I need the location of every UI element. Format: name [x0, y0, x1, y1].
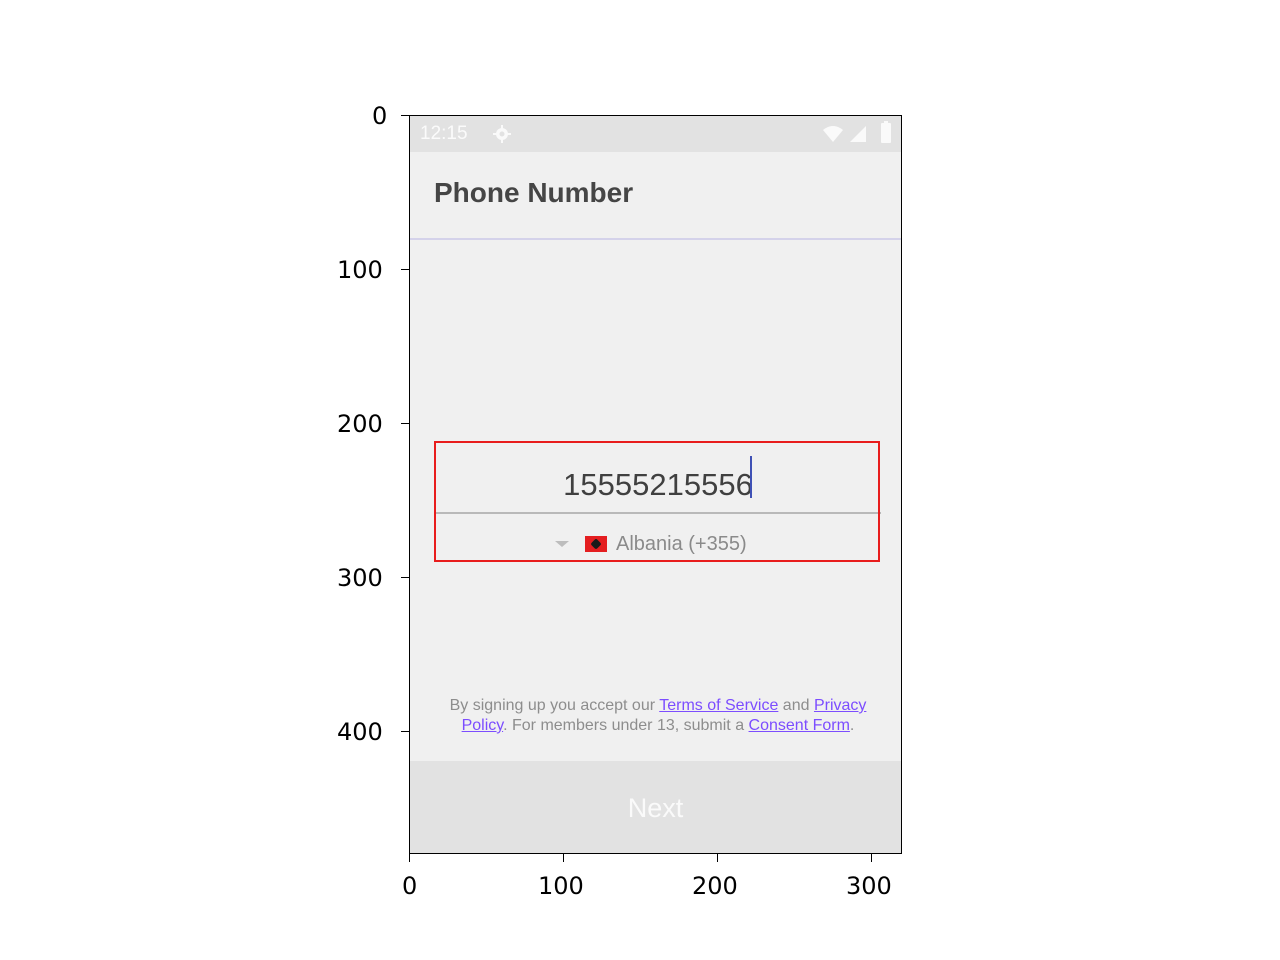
status-time: 12:15	[420, 123, 468, 144]
chevron-down-icon	[555, 541, 569, 547]
status-bar: 12:15	[410, 116, 901, 152]
x-tick-mark	[871, 854, 872, 862]
country-label: Albania (+355)	[616, 532, 747, 555]
x-tick-mark	[717, 854, 718, 862]
y-tick-mark	[401, 731, 409, 732]
y-tick-label: 100	[337, 256, 383, 284]
y-tick-label: 300	[337, 564, 383, 592]
page-title: Phone Number	[434, 177, 634, 208]
x-tick-label: 100	[538, 872, 584, 900]
app-bar: Phone Number	[410, 152, 901, 240]
terms-middle: . For members under 13, submit a	[503, 717, 749, 734]
terms-and: and	[778, 697, 814, 714]
y-tick-mark	[401, 269, 409, 270]
terms-text: By signing up you accept our Terms of Se…	[428, 696, 888, 736]
battery-icon	[880, 121, 892, 143]
y-tick-mark	[401, 423, 409, 424]
x-tick-label: 0	[402, 872, 418, 900]
phone-input-group: Albania (+355)	[435, 442, 881, 562]
text-cursor	[750, 456, 752, 498]
y-tick-label: 200	[337, 410, 383, 438]
albania-flag-icon	[585, 536, 607, 552]
next-button[interactable]: Next	[410, 761, 901, 853]
x-tick-label: 300	[846, 872, 892, 900]
y-tick-mark	[401, 115, 409, 116]
y-tick-label: 0	[372, 102, 388, 130]
terms-of-service-link[interactable]: Terms of Service	[659, 697, 779, 714]
privacy-policy-link[interactable]: Privacy Policy	[461, 697, 867, 734]
x-tick-mark	[563, 854, 564, 862]
terms-suffix: .	[849, 717, 855, 734]
x-tick-mark	[409, 854, 410, 862]
y-tick-label: 400	[337, 718, 383, 746]
y-tick-mark	[401, 577, 409, 578]
gear-icon	[492, 124, 512, 144]
wifi-icon	[822, 124, 844, 144]
x-tick-label: 200	[692, 872, 738, 900]
phone-screen: 12:15	[409, 115, 902, 854]
phone-number-input[interactable]	[435, 442, 881, 514]
terms-prefix: By signing up you accept our	[449, 697, 660, 714]
consent-form-link[interactable]: Consent Form	[748, 717, 850, 734]
signal-icon	[848, 124, 868, 144]
country-selector[interactable]: Albania (+355)	[555, 530, 747, 558]
